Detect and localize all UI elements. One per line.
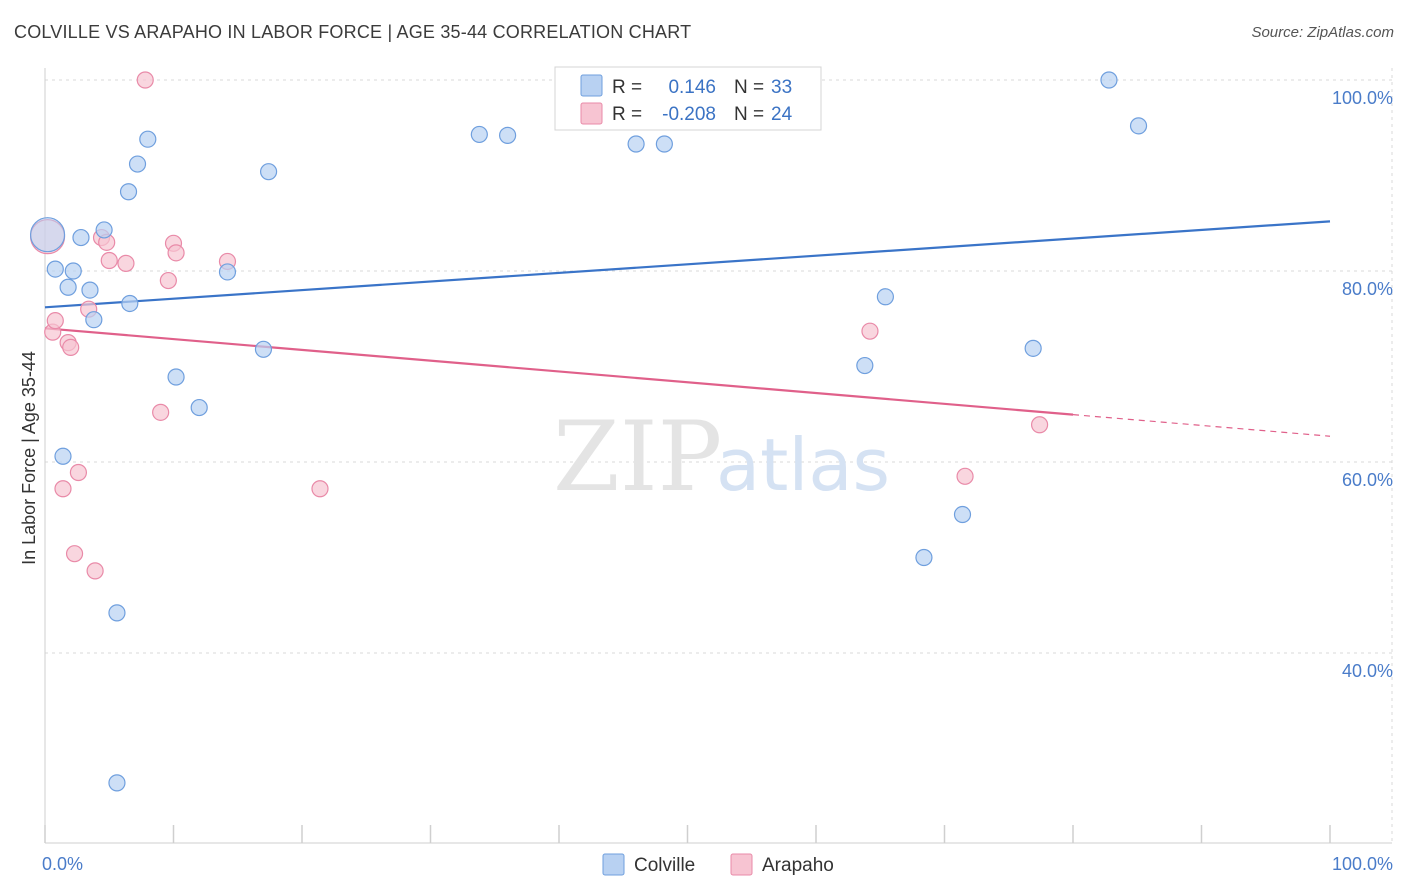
colville-point[interactable] bbox=[46, 260, 64, 278]
arapaho-point[interactable] bbox=[62, 338, 80, 356]
arapaho-point[interactable] bbox=[1030, 416, 1049, 434]
arapaho-point[interactable] bbox=[956, 467, 974, 485]
colville-point[interactable] bbox=[167, 368, 185, 386]
watermark-zip: ZIP bbox=[553, 401, 722, 513]
arapaho-point[interactable] bbox=[861, 322, 879, 340]
colville-point[interactable] bbox=[259, 163, 278, 181]
colville-point[interactable] bbox=[64, 262, 82, 280]
colville-r-label: R = bbox=[612, 77, 642, 98]
colville-swatch bbox=[580, 74, 603, 97]
colville-point[interactable] bbox=[254, 340, 273, 358]
arapaho-r-label: R = bbox=[612, 104, 642, 125]
colville-point[interactable] bbox=[876, 288, 894, 306]
arapaho-point[interactable] bbox=[65, 545, 84, 563]
colville-point[interactable] bbox=[1129, 117, 1148, 135]
legend-arapaho-swatch[interactable] bbox=[730, 853, 753, 876]
trend-lines bbox=[44, 220, 1331, 437]
axes bbox=[44, 68, 1392, 844]
colville-point[interactable] bbox=[655, 135, 673, 153]
colville-point[interactable] bbox=[856, 356, 874, 375]
arapaho-swatch bbox=[580, 102, 603, 125]
colville-point[interactable] bbox=[72, 228, 90, 247]
colville-n-value: 33 bbox=[771, 77, 792, 98]
colville-point[interactable] bbox=[108, 774, 126, 792]
legend: Colville Arapaho bbox=[602, 853, 834, 876]
y-axis-label: In Labor Force | Age 35-44 bbox=[19, 351, 39, 565]
y-tick-label: 80.0% bbox=[1342, 279, 1393, 299]
colville-point[interactable] bbox=[85, 311, 103, 329]
arapaho-point[interactable] bbox=[136, 71, 154, 89]
legend-arapaho-label[interactable]: Arapaho bbox=[762, 855, 834, 876]
colville-point[interactable] bbox=[218, 263, 237, 281]
y-tick-label: 40.0% bbox=[1342, 661, 1393, 681]
colville-point[interactable] bbox=[29, 217, 66, 253]
watermark: ZIP atlas bbox=[553, 401, 890, 513]
colville-point[interactable] bbox=[915, 548, 933, 567]
colville-r-value: 0.146 bbox=[668, 77, 716, 98]
grid-lines bbox=[45, 68, 1393, 843]
arapaho-point[interactable] bbox=[100, 251, 118, 270]
x-tick-label: 100.0% bbox=[1332, 854, 1393, 874]
colville-point[interactable] bbox=[121, 294, 139, 313]
arapaho-point[interactable] bbox=[69, 463, 88, 482]
colville-point[interactable] bbox=[81, 281, 99, 299]
arapaho-point[interactable] bbox=[311, 480, 329, 498]
source-label[interactable]: Source: ZipAtlas.com bbox=[1251, 24, 1394, 41]
arapaho-point[interactable] bbox=[152, 403, 170, 421]
colville-point[interactable] bbox=[190, 398, 208, 417]
arapaho-point[interactable] bbox=[46, 312, 64, 330]
colville-point[interactable] bbox=[1024, 339, 1042, 357]
colville-point[interactable] bbox=[128, 155, 147, 173]
arapaho-n-label: N = bbox=[734, 104, 764, 125]
stats-legend-box: R = 0.146 N = 33 R = -0.208 N = 24 bbox=[554, 66, 822, 131]
arapaho-n-value: 24 bbox=[771, 104, 793, 125]
legend-colville-label[interactable]: Colville bbox=[634, 855, 695, 876]
colville-point[interactable] bbox=[953, 505, 972, 524]
colville-point[interactable] bbox=[499, 126, 517, 144]
colville-point[interactable] bbox=[59, 278, 77, 296]
arapaho-point[interactable] bbox=[159, 271, 177, 290]
colville-point[interactable] bbox=[627, 135, 645, 153]
watermark-atlas: atlas bbox=[716, 423, 890, 507]
chart-title: COLVILLE VS ARAPAHO IN LABOR FORCE | AGE… bbox=[14, 22, 692, 42]
x-tick-labels: 0.0% 100.0% bbox=[42, 854, 1393, 874]
y-tick-label: 100.0% bbox=[1332, 88, 1393, 108]
colville-point[interactable] bbox=[119, 183, 138, 201]
colville-n-label: N = bbox=[734, 77, 764, 98]
arapaho-point[interactable] bbox=[54, 480, 72, 498]
colville-point[interactable] bbox=[139, 130, 157, 148]
colville-point[interactable] bbox=[470, 125, 488, 144]
legend-colville-swatch[interactable] bbox=[602, 853, 625, 876]
arapaho-point[interactable] bbox=[86, 562, 104, 580]
y-tick-labels: 40.0% 60.0% 80.0% 100.0% bbox=[1332, 88, 1393, 681]
colville-point[interactable] bbox=[108, 604, 126, 622]
x-tick-label: 0.0% bbox=[42, 854, 83, 874]
trend-line-arapaho bbox=[44, 327, 1074, 416]
colville-point[interactable] bbox=[95, 221, 113, 239]
colville-point[interactable] bbox=[1100, 71, 1118, 89]
y-tick-label: 60.0% bbox=[1342, 470, 1393, 490]
trend-line-arapaho-extension bbox=[1072, 414, 1331, 437]
data-points bbox=[29, 71, 1148, 792]
arapaho-r-value: -0.208 bbox=[662, 104, 716, 125]
arapaho-point[interactable] bbox=[117, 254, 135, 272]
colville-point[interactable] bbox=[54, 447, 72, 465]
arapaho-point[interactable] bbox=[167, 244, 185, 262]
trend-line-colville bbox=[44, 220, 1331, 309]
